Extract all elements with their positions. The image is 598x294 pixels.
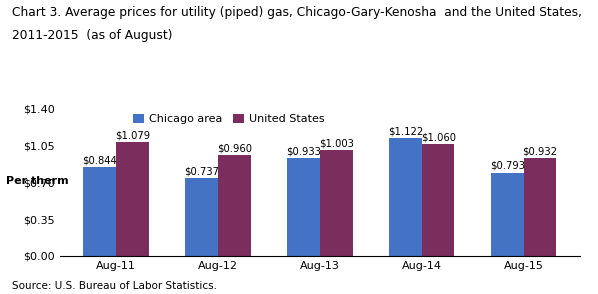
Text: $0.737: $0.737: [184, 167, 219, 177]
Bar: [524, 158, 556, 256]
Bar: [287, 158, 320, 256]
Bar: [422, 144, 454, 256]
Bar: [491, 173, 524, 256]
Text: 2011-2015  (as of August): 2011-2015 (as of August): [12, 29, 172, 42]
Bar: [218, 155, 251, 256]
Text: $0.793: $0.793: [490, 161, 525, 171]
Bar: [320, 151, 353, 256]
Bar: [185, 178, 218, 256]
Text: $0.932: $0.932: [523, 146, 557, 156]
Text: $1.060: $1.060: [420, 133, 456, 143]
Bar: [84, 167, 116, 256]
Text: Per therm: Per therm: [6, 176, 69, 186]
Text: $1.122: $1.122: [388, 126, 423, 136]
Bar: [389, 138, 422, 256]
Legend: Chicago area, United States: Chicago area, United States: [133, 114, 324, 124]
Text: $1.003: $1.003: [319, 139, 353, 149]
Text: $0.960: $0.960: [217, 143, 252, 153]
Text: Source: U.S. Bureau of Labor Statistics.: Source: U.S. Bureau of Labor Statistics.: [12, 281, 217, 291]
Text: Chart 3. Average prices for utility (piped) gas, Chicago-Gary-Kenosha  and the U: Chart 3. Average prices for utility (pip…: [12, 6, 582, 19]
Text: $1.079: $1.079: [115, 131, 150, 141]
Text: $0.933: $0.933: [286, 146, 321, 156]
Bar: [116, 143, 149, 256]
Text: $0.844: $0.844: [83, 156, 117, 166]
